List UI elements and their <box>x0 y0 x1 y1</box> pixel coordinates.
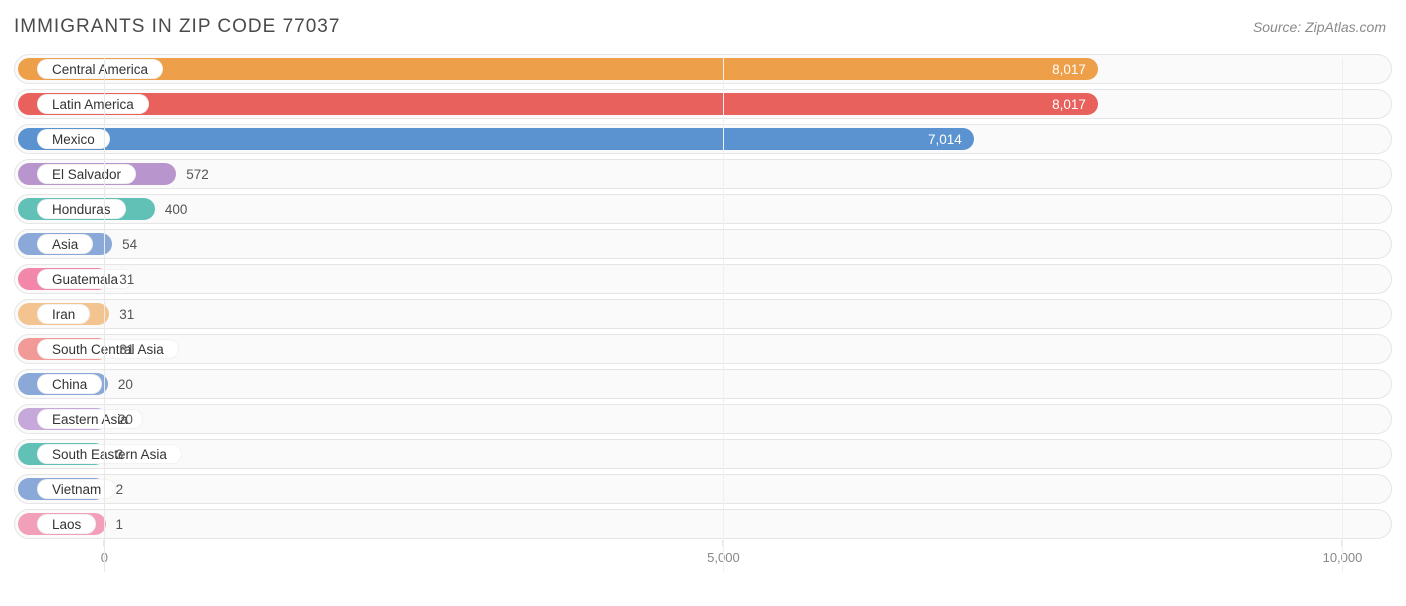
tick-label: 5,000 <box>707 550 740 565</box>
bar-label: Vietnam <box>37 479 116 499</box>
tick-label: 0 <box>101 550 108 565</box>
bar-label: China <box>37 374 102 394</box>
bar-label: El Salvador <box>37 164 136 184</box>
bar-value: 8,017 <box>18 55 1086 83</box>
bar-row: Iran 31 <box>14 299 1392 329</box>
tick-label: 10,000 <box>1323 550 1363 565</box>
bar-value: 31 <box>119 335 134 363</box>
chart-title: IMMIGRANTS IN ZIP CODE 77037 <box>14 16 340 38</box>
bar-row: Central America8,017 <box>14 54 1392 84</box>
bar-value: 31 <box>119 265 134 293</box>
bar-row: South Central Asia31 <box>14 334 1392 364</box>
bar-row: Latin America8,017 <box>14 89 1392 119</box>
bar-row: Guatemala31 <box>14 264 1392 294</box>
bar-label: Asia <box>37 234 93 254</box>
bar-value: 400 <box>165 195 188 223</box>
bar-value: 7,014 <box>18 125 962 153</box>
x-axis: 0 5,000 10,000 <box>14 544 1392 574</box>
bar-value: 1 <box>116 510 124 538</box>
bar-value: 572 <box>186 160 209 188</box>
bar-row: Mexico7,014 <box>14 124 1392 154</box>
bar-label: Laos <box>37 514 96 534</box>
bar-row: China 20 <box>14 369 1392 399</box>
bar-row: Vietnam2 <box>14 474 1392 504</box>
chart-source: Source: ZipAtlas.com <box>1253 19 1386 35</box>
bar-value: 20 <box>118 370 133 398</box>
tick-mark <box>104 540 105 546</box>
bar-label: South Central Asia <box>37 339 179 359</box>
bar-value: 54 <box>122 230 137 258</box>
bar-row: Laos 1 <box>14 509 1392 539</box>
bar-label: Honduras <box>37 199 126 219</box>
bar-value: 20 <box>118 405 133 433</box>
bar-label: South Eastern Asia <box>37 444 182 464</box>
bar-value: 31 <box>119 300 134 328</box>
tick-mark <box>723 540 724 546</box>
bar-label: Iran <box>37 304 90 324</box>
tick-mark <box>1342 540 1343 546</box>
bar-row: Eastern Asia20 <box>14 404 1392 434</box>
bar-row: South Eastern Asia3 <box>14 439 1392 469</box>
bar-value: 3 <box>116 440 124 468</box>
bar-row: Asia 54 <box>14 229 1392 259</box>
chart-area: Central America8,017 Latin America8,017 Me… <box>0 46 1406 539</box>
bar-value: 2 <box>116 475 124 503</box>
bar-row: El Salvador 572 <box>14 159 1392 189</box>
bar-row: Honduras 400 <box>14 194 1392 224</box>
chart-header: IMMIGRANTS IN ZIP CODE 77037 Source: Zip… <box>0 0 1406 46</box>
bar-value: 8,017 <box>18 90 1086 118</box>
